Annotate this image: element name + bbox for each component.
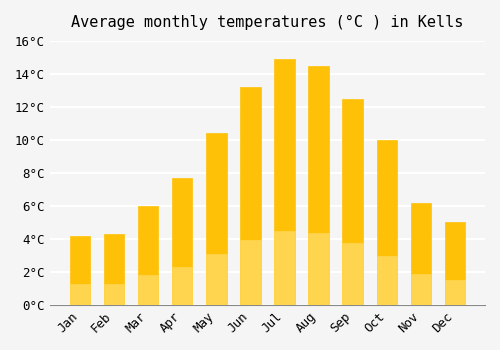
Bar — [206, 253, 227, 305]
Bar — [274, 231, 294, 305]
Bar — [70, 236, 90, 305]
Bar — [172, 178, 193, 305]
Bar — [240, 240, 260, 305]
Bar — [104, 234, 124, 305]
Bar — [172, 267, 193, 305]
Bar — [138, 275, 158, 305]
Bar — [410, 274, 431, 305]
Bar — [376, 140, 397, 305]
Bar — [445, 280, 465, 305]
Title: Average monthly temperatures (°C ) in Kells: Average monthly temperatures (°C ) in Ke… — [71, 15, 464, 30]
Bar — [342, 99, 363, 305]
Bar — [104, 284, 124, 305]
Bar — [410, 203, 431, 305]
Bar — [342, 243, 363, 305]
Bar — [240, 87, 260, 305]
Bar — [308, 66, 329, 305]
Bar — [138, 206, 158, 305]
Bar — [445, 223, 465, 305]
Bar — [376, 256, 397, 305]
Bar — [206, 133, 227, 305]
Bar — [70, 284, 90, 305]
Bar — [308, 233, 329, 305]
Bar — [274, 59, 294, 305]
